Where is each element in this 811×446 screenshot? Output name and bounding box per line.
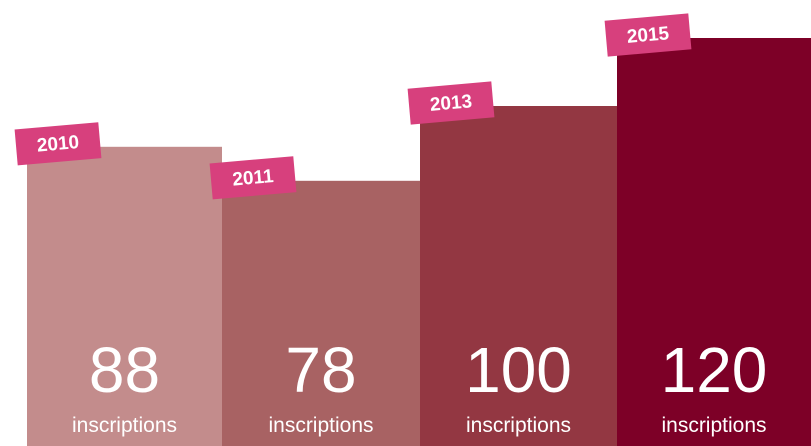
tag-background [407, 81, 495, 125]
bar [420, 106, 617, 446]
year-label: 2015 [626, 23, 670, 48]
bar [27, 146, 222, 446]
unit-label: inscriptions [268, 414, 373, 437]
unit-label: inscriptions [72, 414, 177, 437]
bar [222, 180, 420, 446]
tag-background [209, 156, 297, 200]
value-label: 120 [661, 334, 768, 406]
year-label: 2010 [36, 132, 80, 157]
year-label: 2013 [429, 91, 473, 116]
tag-background [14, 122, 102, 166]
bar [617, 38, 811, 446]
year-tag: 2013 [407, 81, 495, 125]
unit-label: inscriptions [466, 414, 571, 437]
year-label: 2011 [232, 166, 275, 191]
tag-background [604, 13, 692, 57]
value-label: 88 [89, 334, 160, 406]
year-tag: 2015 [604, 13, 692, 57]
year-tag: 2010 [14, 122, 102, 166]
unit-label: inscriptions [661, 414, 766, 437]
value-label: 78 [285, 334, 356, 406]
year-tag: 2011 [209, 156, 297, 200]
value-label: 100 [465, 334, 572, 406]
